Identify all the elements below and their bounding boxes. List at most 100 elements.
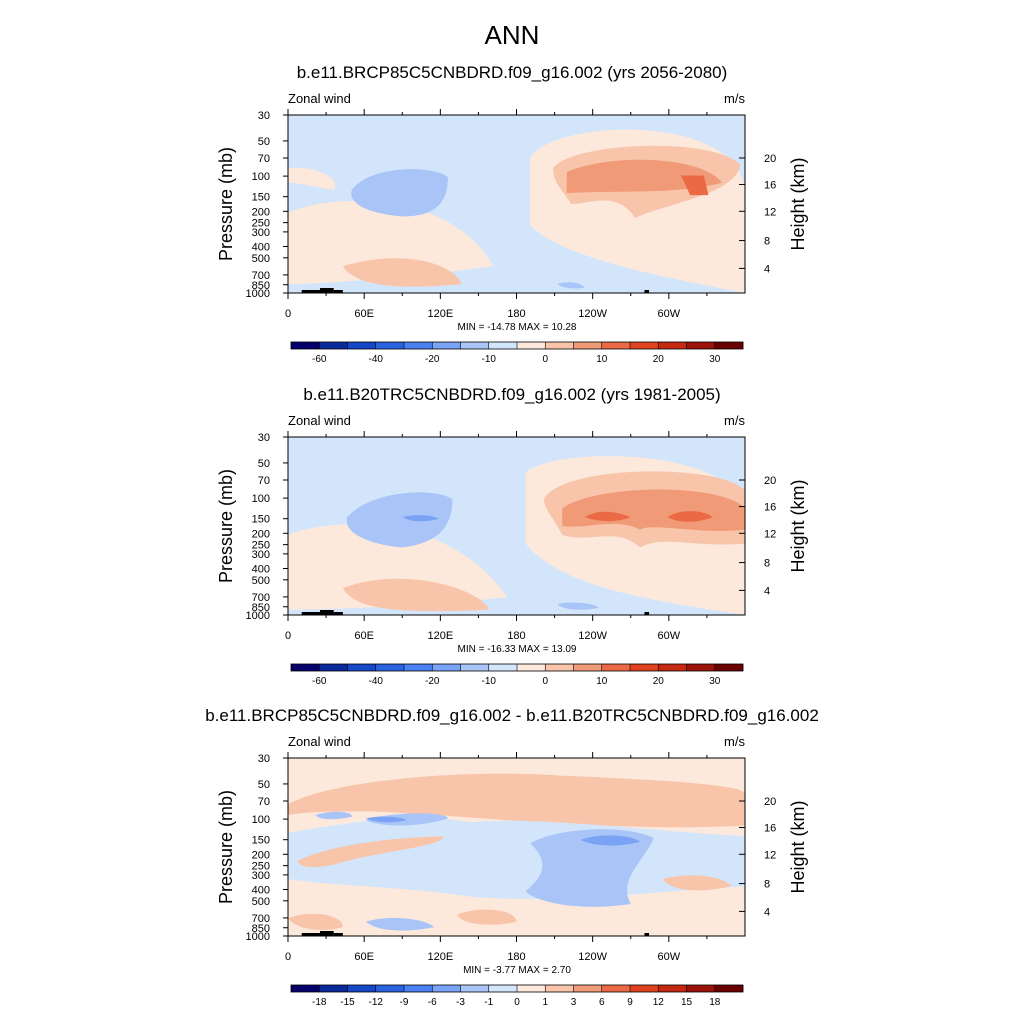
colorbar-swatch <box>488 664 518 671</box>
x-tick-label: 180 <box>507 308 525 320</box>
y-tick-label: 850 <box>252 602 270 614</box>
colorbar-swatch <box>714 342 744 349</box>
colorbar-swatch <box>432 985 461 992</box>
contour-region <box>525 829 654 907</box>
y-tick-label: 700 <box>252 270 270 282</box>
y-tick-label: 250 <box>252 540 270 552</box>
y-tick-label: 200 <box>252 528 270 540</box>
y-tick-label: 100 <box>252 814 270 826</box>
contour-region <box>662 875 732 891</box>
colorbar-label: 0 <box>514 997 520 1008</box>
colorbar-swatch <box>686 664 716 671</box>
colorbar-swatch <box>686 342 716 349</box>
colorbar-label: -15 <box>340 997 355 1008</box>
colorbar-swatch <box>601 342 631 349</box>
topography-mark <box>644 612 650 615</box>
y-right-tick-label: 12 <box>764 849 776 861</box>
colorbar-swatch <box>658 664 687 671</box>
x-tick-label: 60W <box>658 630 681 642</box>
y-axis-label-right: Height (km) <box>788 800 808 893</box>
y-tick-label: 30 <box>258 753 270 765</box>
y-tick-label: 1000 <box>246 610 270 622</box>
chart-title: b.e11.BRCP85C5CNBDRD.f09_g16.002 - b.e11… <box>205 706 819 725</box>
colorbar-label: 6 <box>599 997 605 1008</box>
figure-title: ANN <box>485 20 540 50</box>
contour-region <box>557 602 599 610</box>
colorbar-label: -20 <box>425 354 440 365</box>
contour-region <box>297 836 444 868</box>
units-label: m/s <box>724 734 745 749</box>
y-right-tick-label: 20 <box>764 796 776 808</box>
x-tick-label: 60W <box>658 308 681 320</box>
colorbar-swatch <box>658 985 687 992</box>
y-tick-label: 500 <box>252 896 270 908</box>
colorbar: -60 -40 -20 -10 0 10 20 30 <box>290 663 744 687</box>
colorbar-swatch <box>517 342 546 349</box>
contour-region <box>566 159 723 194</box>
colorbar-swatch <box>630 985 659 992</box>
colorbar-label: -60 <box>312 676 327 687</box>
colorbar-swatch <box>375 985 405 992</box>
contour-region <box>667 511 713 522</box>
colorbar-swatch <box>517 664 546 671</box>
y-right-tick-label: 12 <box>764 528 776 540</box>
colorbar-swatch <box>573 342 603 349</box>
colorbar-swatch <box>347 985 377 992</box>
topography-mark <box>301 933 320 936</box>
contour-region <box>365 816 407 823</box>
colorbar-label: 30 <box>709 354 721 365</box>
colorbar-label: -20 <box>425 676 440 687</box>
colorbar-label: -10 <box>482 676 497 687</box>
colorbar-label: 10 <box>596 676 608 687</box>
y-tick-label: 700 <box>252 592 270 604</box>
colorbar-label: 1 <box>542 997 548 1008</box>
x-tick-label: 0 <box>285 951 291 963</box>
y-right-tick-label: 4 <box>764 906 770 918</box>
y-tick-label: 300 <box>252 227 270 239</box>
x-tick-label: 60E <box>354 630 374 642</box>
contour-region <box>402 515 439 522</box>
y-tick-label: 500 <box>252 575 270 587</box>
colorbar-swatch <box>714 985 744 992</box>
y-tick-label: 100 <box>252 493 270 505</box>
colorbar-swatch <box>319 664 348 671</box>
colorbar-swatch <box>404 342 433 349</box>
y-tick-label: 1000 <box>246 288 270 300</box>
colorbar-swatch <box>545 664 574 671</box>
colorbar-swatch <box>545 985 574 992</box>
colorbar-swatch <box>460 664 490 671</box>
y-right-tick-label: 16 <box>764 502 776 514</box>
colorbar-swatch <box>658 342 687 349</box>
topography-mark <box>319 288 334 293</box>
x-tick-label: 120E <box>427 308 453 320</box>
colorbar-label: -60 <box>312 354 327 365</box>
y-axis-label-left: Pressure (mb) <box>216 147 236 261</box>
min-max-stats: MIN = -3.77 MAX = 2.70 <box>463 965 571 976</box>
y-right-tick-label: 20 <box>764 153 776 165</box>
y-tick-label: 50 <box>258 779 270 791</box>
colorbar-label: -12 <box>369 997 384 1008</box>
x-tick-label: 0 <box>285 630 291 642</box>
y-tick-label: 400 <box>252 884 270 896</box>
y-right-tick-label: 16 <box>764 180 776 192</box>
y-tick-label: 850 <box>252 923 270 935</box>
colorbar-swatch <box>545 342 574 349</box>
chart-title: b.e11.B20TRC5CNBDRD.f09_g16.002 (yrs 198… <box>303 385 720 404</box>
contour-region <box>365 917 435 931</box>
colorbar-swatch <box>601 664 631 671</box>
colorbar-label: 3 <box>571 997 577 1008</box>
x-tick-label: 60E <box>354 308 374 320</box>
colorbar-swatch <box>460 985 490 992</box>
colorbar-label: -6 <box>428 997 437 1008</box>
colorbar: -60 -40 -20 -10 0 10 20 30 <box>290 341 744 365</box>
colorbar-swatch <box>573 664 603 671</box>
topography-mark <box>644 290 650 293</box>
colorbar-label: -10 <box>482 354 497 365</box>
colorbar-swatch <box>291 985 320 992</box>
y-tick-label: 150 <box>252 514 270 526</box>
variable-label: Zonal wind <box>288 91 351 106</box>
colorbar-swatch <box>686 985 716 992</box>
x-tick-label: 60W <box>658 951 681 963</box>
colorbar-label: 18 <box>709 997 721 1008</box>
